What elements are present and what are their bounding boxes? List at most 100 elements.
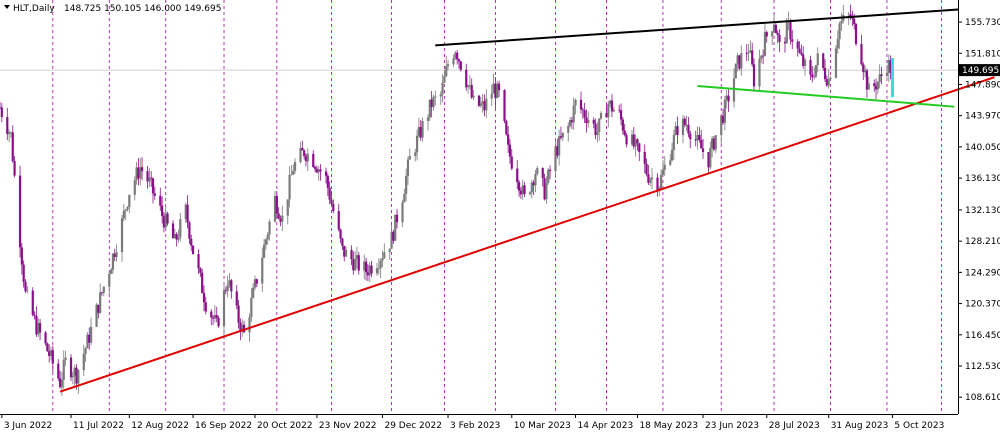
candle-body xyxy=(683,118,686,125)
candle-body xyxy=(481,101,484,104)
candle-body xyxy=(618,109,621,111)
candle-body xyxy=(612,109,615,112)
candle-body xyxy=(649,179,652,183)
candle-body xyxy=(758,58,761,87)
candle-body xyxy=(772,24,776,32)
candle-body xyxy=(645,163,648,175)
candle-body xyxy=(530,182,533,193)
candle-body xyxy=(477,95,481,106)
price-tick-label: 116.450 xyxy=(965,331,1000,341)
candle-body xyxy=(849,14,852,17)
candle-body xyxy=(57,363,60,379)
candle-body xyxy=(49,350,53,356)
candle-body xyxy=(363,261,366,271)
candle-body xyxy=(865,70,869,90)
candle-body xyxy=(661,169,665,175)
candle-body xyxy=(202,293,206,303)
candle-body xyxy=(809,59,812,75)
candle-body xyxy=(171,223,175,239)
candle-body xyxy=(441,82,444,95)
candle-body xyxy=(632,134,635,147)
price-tick-label: 132.130 xyxy=(965,206,1000,216)
candle-body xyxy=(364,261,368,273)
candle-body xyxy=(48,351,51,356)
candle-body xyxy=(853,18,856,25)
candle-body xyxy=(625,135,628,145)
price-tick-label: 120.370 xyxy=(965,300,1000,310)
candle-body xyxy=(279,218,282,222)
time-tick-label: 20 Oct 2022 xyxy=(257,421,313,431)
candle-body xyxy=(452,58,455,65)
candle-body xyxy=(798,48,801,53)
candle-body xyxy=(133,180,136,195)
candle-body xyxy=(237,305,240,323)
candle-body xyxy=(408,156,411,160)
candle-body xyxy=(228,280,231,286)
candle-body xyxy=(470,85,473,98)
trendlines[interactable] xyxy=(59,8,995,393)
candle-body xyxy=(419,127,422,138)
candle-body xyxy=(153,193,156,196)
candle-body xyxy=(822,53,825,68)
candle-body xyxy=(783,41,787,44)
candle-body xyxy=(456,52,459,60)
candle-body xyxy=(762,55,765,57)
chevron-down-icon[interactable] xyxy=(4,5,10,9)
candle-body xyxy=(725,95,728,100)
candle-body xyxy=(660,174,663,188)
candle-body xyxy=(332,203,335,212)
time-axis[interactable]: 3 Jun 2022 11 Jul 2022 12 Aug 2022 16 Sep 2… xyxy=(1,414,945,431)
candle-body xyxy=(838,23,841,40)
candle-body xyxy=(0,107,2,109)
candle-body xyxy=(46,343,49,352)
candle-body xyxy=(670,149,674,161)
time-tick-label: 5 Oct 2023 xyxy=(894,421,944,431)
price-axis[interactable]: 108.610 112.530 116.450 120.370 124.290 128.2… xyxy=(958,18,1000,403)
candle-body xyxy=(547,169,550,183)
candle-body xyxy=(751,50,754,65)
candle-body xyxy=(505,120,508,135)
candle-body xyxy=(146,171,149,182)
candle-body xyxy=(62,359,65,380)
candle-body xyxy=(175,234,178,240)
candle-body xyxy=(352,259,355,271)
candle-body xyxy=(330,199,333,204)
candle-body xyxy=(468,85,471,86)
candle-body xyxy=(574,99,577,106)
candle-body xyxy=(559,136,563,138)
candle-body xyxy=(605,113,608,118)
candle-body xyxy=(383,252,386,259)
candle-body xyxy=(439,94,442,97)
candle-body xyxy=(99,292,102,313)
candle-body xyxy=(880,74,883,77)
candle-body xyxy=(337,211,340,230)
candle-body xyxy=(532,182,535,186)
candle-body xyxy=(534,173,537,186)
candle-body xyxy=(490,93,493,99)
candle-body xyxy=(765,32,768,37)
candle-body xyxy=(650,177,654,180)
candle-body xyxy=(696,134,699,141)
candle-body xyxy=(685,124,688,126)
candle-body xyxy=(109,269,113,274)
candle-body xyxy=(572,105,575,123)
candle-body xyxy=(248,317,251,333)
candle-body xyxy=(607,104,610,118)
candle-body xyxy=(199,268,202,273)
price-tick-label: 112.530 xyxy=(965,362,1000,372)
candle-body xyxy=(299,148,302,163)
candle-body xyxy=(519,190,522,195)
candle-body xyxy=(264,239,268,245)
candle-body xyxy=(656,177,659,192)
candle-body xyxy=(135,167,138,181)
time-tick-label: 3 Feb 2023 xyxy=(450,421,500,431)
candle-body xyxy=(215,315,218,318)
candle-body xyxy=(379,260,382,269)
candle-body xyxy=(630,134,634,145)
candle-body xyxy=(803,59,807,66)
candle-body xyxy=(213,315,217,319)
candle-body xyxy=(100,292,104,294)
last-price-label: 149.695 xyxy=(962,66,999,76)
